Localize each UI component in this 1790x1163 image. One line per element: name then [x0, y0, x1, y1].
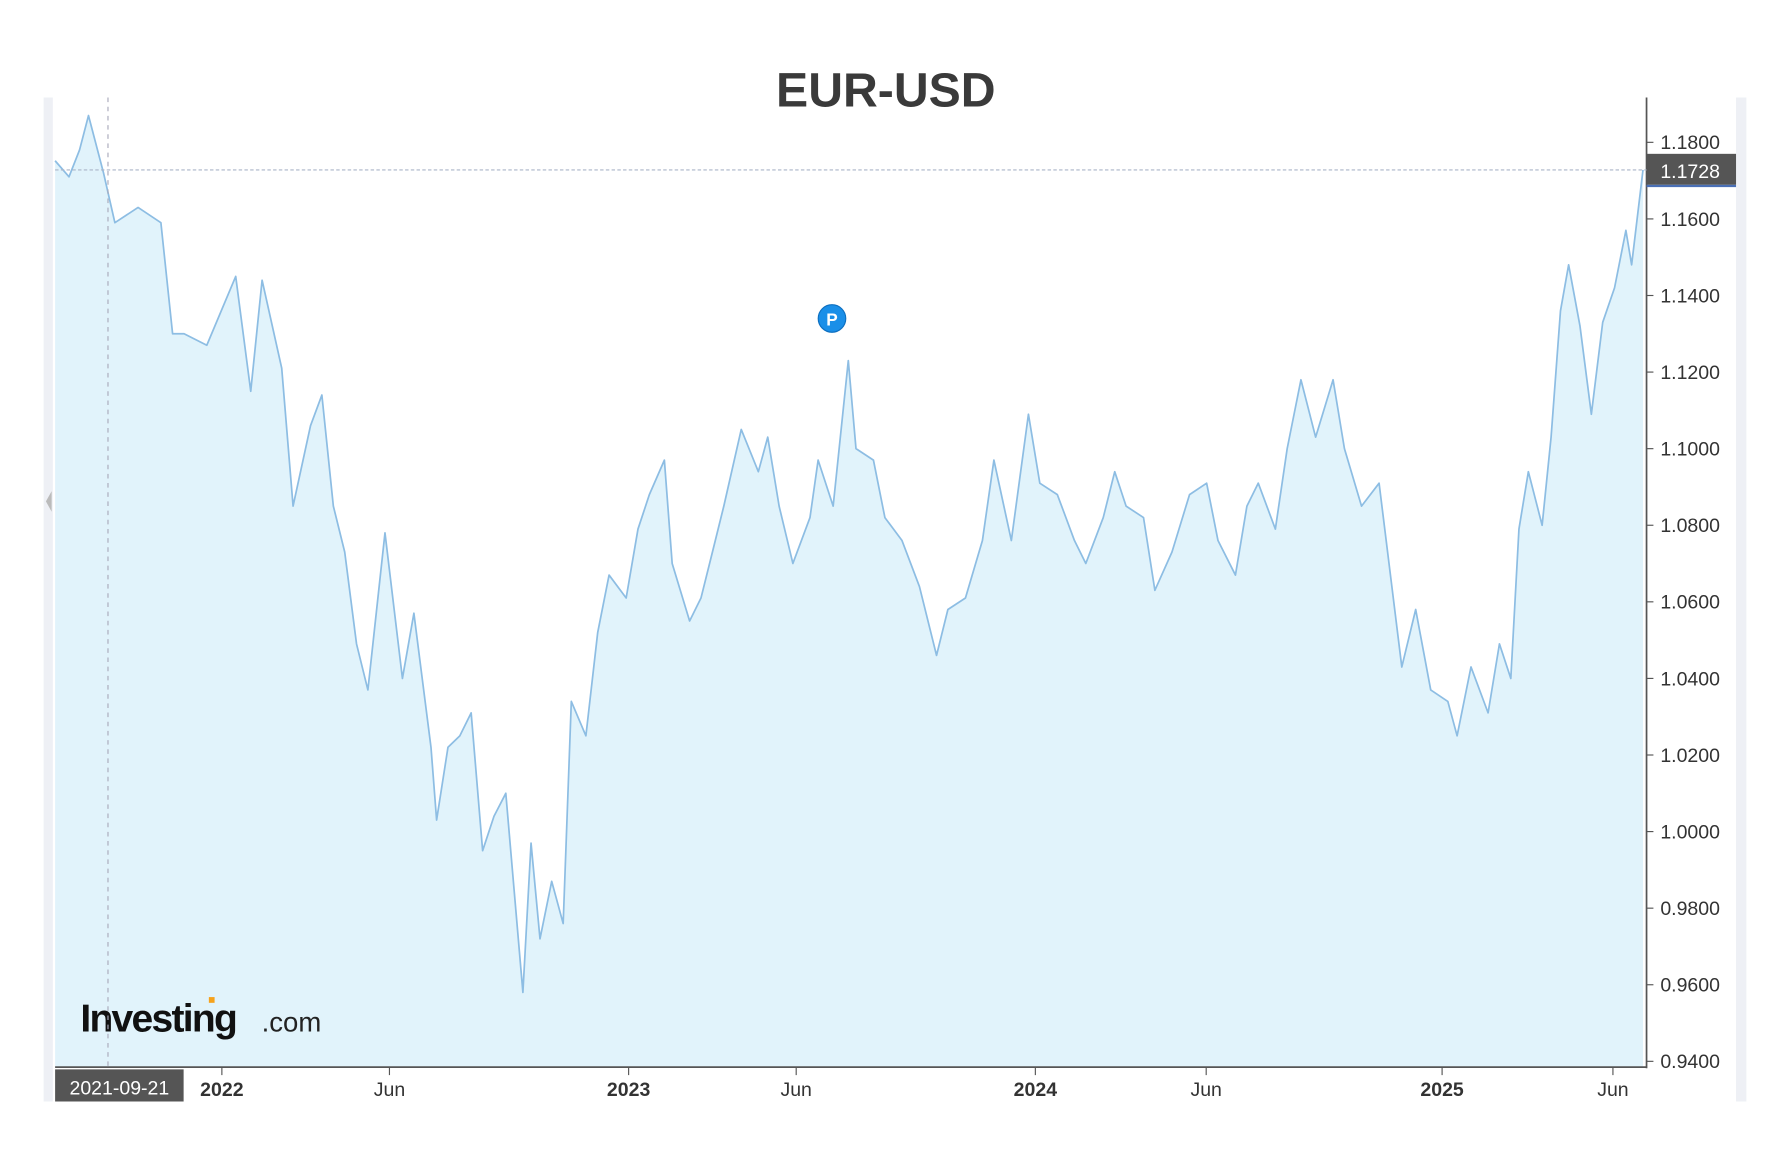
price-label-box	[1646, 153, 1737, 185]
logo-orange-dot	[208, 997, 215, 1003]
y-tick-label: 1.1400	[1660, 285, 1720, 307]
y-tick-label: 1.0000	[1660, 821, 1720, 843]
price-label-accent	[1646, 184, 1737, 188]
plot-area	[54, 114, 1644, 1068]
x-tick-label: 2023	[607, 1079, 651, 1101]
date-label: 2021-09-21	[69, 1078, 169, 1100]
logo-brand: Investing	[80, 998, 236, 1041]
event-marker[interactable]: P	[817, 304, 847, 333]
date-label-box	[55, 1069, 184, 1102]
x-tick-label: Jun	[1597, 1079, 1628, 1101]
x-tick-label: Jun	[1190, 1079, 1221, 1101]
left-scroll-strip[interactable]	[43, 97, 53, 1102]
y-tick-label: 1.1200	[1660, 362, 1720, 384]
x-tick-label: 2024	[1014, 1079, 1058, 1101]
right-scroll-strip[interactable]	[1736, 97, 1747, 1102]
y-tick-label: 1.1000	[1660, 439, 1720, 461]
y-tick-label: 1.0200	[1660, 745, 1720, 767]
price-label: 1.1728	[1660, 161, 1720, 183]
logo-suffix: .com	[262, 1007, 322, 1038]
x-tick-label: Jun	[780, 1079, 811, 1101]
y-tick-label: 0.9400	[1660, 1051, 1720, 1073]
crosshair: 2021-09-21 1.1728 P	[55, 97, 1737, 1102]
y-tick-label: 1.0400	[1660, 668, 1720, 690]
y-tick-label: 0.9800	[1660, 898, 1720, 920]
y-tick-label: 0.9600	[1660, 975, 1720, 997]
x-tick-label: 2025	[1420, 1079, 1464, 1101]
x-axis-ticks: 2022 Jun 2023 Jun 2024 Jun 2025 Jun	[200, 1067, 1629, 1101]
y-tick-label: 1.0800	[1660, 515, 1720, 537]
left-scroll-arrow-icon[interactable]	[45, 491, 52, 512]
y-tick-label: 1.1800	[1660, 132, 1720, 154]
event-marker-circle	[817, 304, 847, 333]
y-axis-ticks: 1.1800 1.1600 1.1400 1.1200 1.1000 1.0800 1.06…	[1646, 132, 1720, 1073]
y-tick-label: 1.1600	[1660, 209, 1720, 231]
series-area-fill	[55, 115, 1643, 1068]
x-tick-label: 2022	[200, 1079, 244, 1101]
y-tick-label: 1.0600	[1660, 592, 1720, 614]
watermark-logo: Investing .com	[80, 997, 322, 1041]
x-tick-label: Jun	[374, 1079, 405, 1101]
event-marker-label: P	[826, 309, 837, 329]
chart-title: EUR-USD	[776, 64, 996, 118]
series-line	[54, 114, 1644, 994]
